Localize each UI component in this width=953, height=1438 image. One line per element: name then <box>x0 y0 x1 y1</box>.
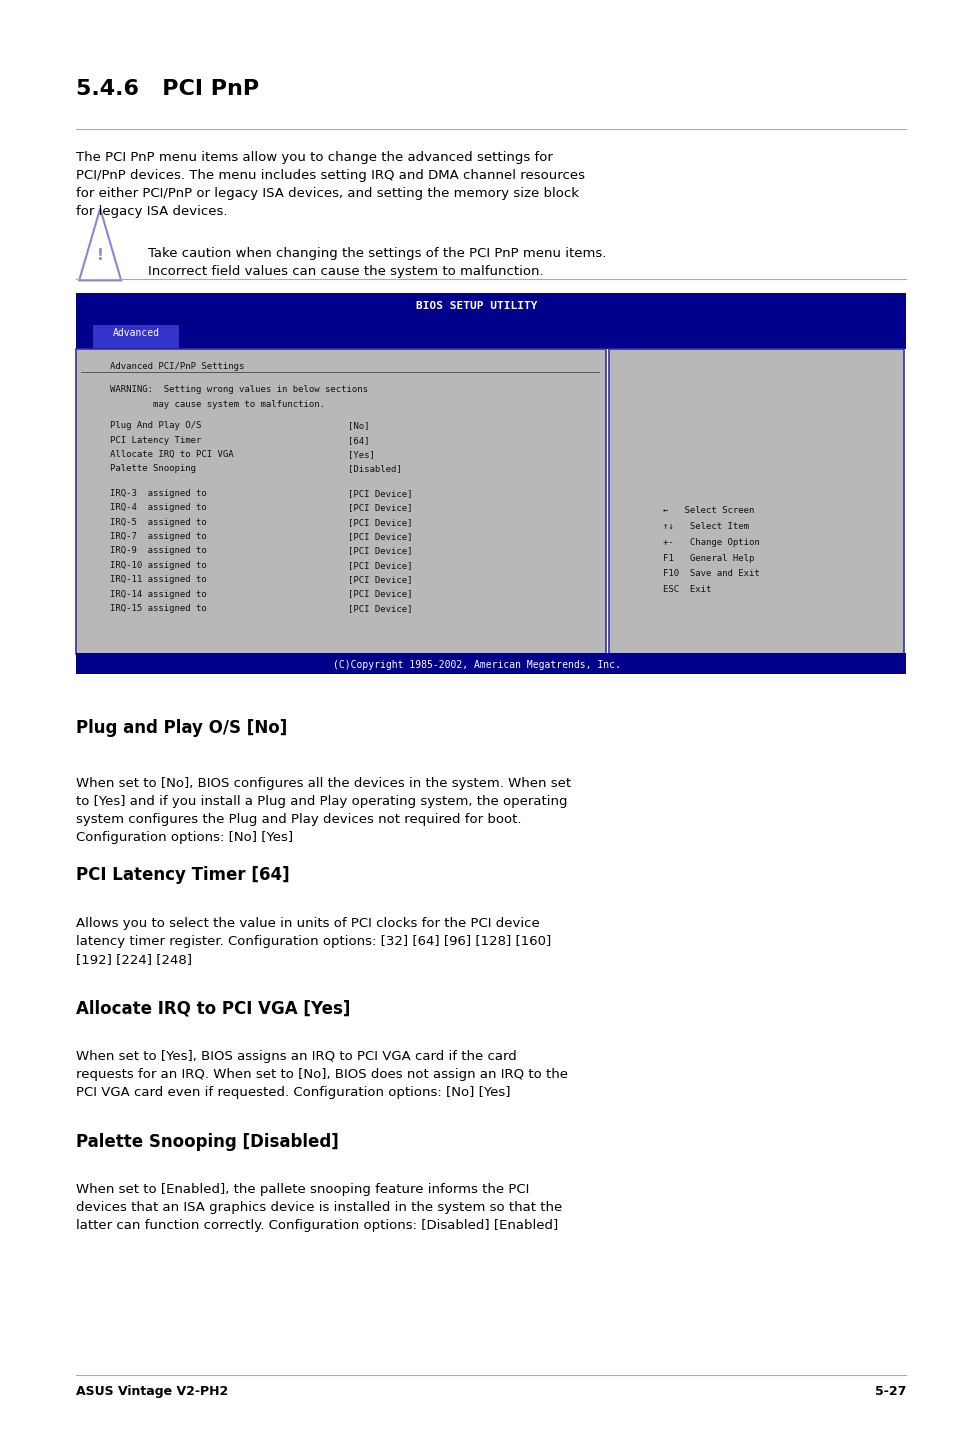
Text: Palette Snooping: Palette Snooping <box>110 464 195 473</box>
Text: When set to [Enabled], the pallete snooping feature informs the PCI
devices that: When set to [Enabled], the pallete snoop… <box>76 1183 562 1232</box>
Text: IRQ-3  assigned to: IRQ-3 assigned to <box>110 489 206 498</box>
Text: [PCI Device]: [PCI Device] <box>348 575 413 584</box>
Text: ASUS Vintage V2-PH2: ASUS Vintage V2-PH2 <box>76 1385 229 1398</box>
Text: When set to [Yes], BIOS assigns an IRQ to PCI VGA card if the card
requests for : When set to [Yes], BIOS assigns an IRQ t… <box>76 1050 568 1099</box>
Text: WARNING:  Setting wrong values in below sections: WARNING: Setting wrong values in below s… <box>110 385 367 394</box>
Text: Allocate IRQ to PCI VGA: Allocate IRQ to PCI VGA <box>110 450 233 459</box>
Text: Palette Snooping [Disabled]: Palette Snooping [Disabled] <box>76 1133 338 1152</box>
FancyBboxPatch shape <box>76 653 905 674</box>
Text: BIOS SETUP UTILITY: BIOS SETUP UTILITY <box>416 301 537 311</box>
FancyBboxPatch shape <box>93 325 179 348</box>
Text: [PCI Device]: [PCI Device] <box>348 532 413 541</box>
Text: [PCI Device]: [PCI Device] <box>348 518 413 526</box>
Text: [PCI Device]: [PCI Device] <box>348 503 413 512</box>
Text: [PCI Device]: [PCI Device] <box>348 590 413 598</box>
Text: IRQ-7  assigned to: IRQ-7 assigned to <box>110 532 206 541</box>
Text: Advanced PCI/PnP Settings: Advanced PCI/PnP Settings <box>110 362 244 371</box>
Text: Plug and Play O/S [No]: Plug and Play O/S [No] <box>76 719 287 738</box>
Text: may cause system to malfunction.: may cause system to malfunction. <box>110 400 324 408</box>
FancyBboxPatch shape <box>76 293 905 324</box>
Text: IRQ-9  assigned to: IRQ-9 assigned to <box>110 546 206 555</box>
Text: When set to [No], BIOS configures all the devices in the system. When set
to [Ye: When set to [No], BIOS configures all th… <box>76 777 571 844</box>
Text: Allocate IRQ to PCI VGA [Yes]: Allocate IRQ to PCI VGA [Yes] <box>76 999 351 1018</box>
Text: F10  Save and Exit: F10 Save and Exit <box>662 569 759 578</box>
Text: Plug And Play O/S: Plug And Play O/S <box>110 421 201 430</box>
Text: ESC  Exit: ESC Exit <box>662 585 711 594</box>
Text: IRQ-15 assigned to: IRQ-15 assigned to <box>110 604 206 613</box>
Text: [PCI Device]: [PCI Device] <box>348 489 413 498</box>
Text: IRQ-10 assigned to: IRQ-10 assigned to <box>110 561 206 569</box>
Text: 5.4.6   PCI PnP: 5.4.6 PCI PnP <box>76 79 259 99</box>
Text: IRQ-5  assigned to: IRQ-5 assigned to <box>110 518 206 526</box>
FancyBboxPatch shape <box>608 349 903 654</box>
Text: Allows you to select the value in units of PCI clocks for the PCI device
latency: Allows you to select the value in units … <box>76 917 551 966</box>
Text: [PCI Device]: [PCI Device] <box>348 561 413 569</box>
Text: PCI Latency Timer: PCI Latency Timer <box>110 436 201 444</box>
Text: IRQ-4  assigned to: IRQ-4 assigned to <box>110 503 206 512</box>
Text: [No]: [No] <box>348 421 370 430</box>
Text: [Disabled]: [Disabled] <box>348 464 401 473</box>
Text: IRQ-11 assigned to: IRQ-11 assigned to <box>110 575 206 584</box>
Text: [PCI Device]: [PCI Device] <box>348 546 413 555</box>
FancyBboxPatch shape <box>76 349 605 654</box>
FancyBboxPatch shape <box>76 322 905 349</box>
Text: PCI Latency Timer [64]: PCI Latency Timer [64] <box>76 866 290 884</box>
Text: ←   Select Screen: ← Select Screen <box>662 506 754 515</box>
Text: Advanced: Advanced <box>112 328 160 338</box>
Text: +-   Change Option: +- Change Option <box>662 538 759 546</box>
Text: !: ! <box>96 249 104 263</box>
Text: ↑↓   Select Item: ↑↓ Select Item <box>662 522 748 531</box>
Text: IRQ-14 assigned to: IRQ-14 assigned to <box>110 590 206 598</box>
Text: [Yes]: [Yes] <box>348 450 375 459</box>
Text: F1   General Help: F1 General Help <box>662 554 754 562</box>
Text: [PCI Device]: [PCI Device] <box>348 604 413 613</box>
Text: Take caution when changing the settings of the PCI PnP menu items.
Incorrect fie: Take caution when changing the settings … <box>148 247 605 279</box>
Text: (C)Copyright 1985-2002, American Megatrends, Inc.: (C)Copyright 1985-2002, American Megatre… <box>333 660 620 670</box>
Text: [64]: [64] <box>348 436 370 444</box>
Text: 5-27: 5-27 <box>874 1385 905 1398</box>
Text: The PCI PnP menu items allow you to change the advanced settings for
PCI/PnP dev: The PCI PnP menu items allow you to chan… <box>76 151 585 219</box>
